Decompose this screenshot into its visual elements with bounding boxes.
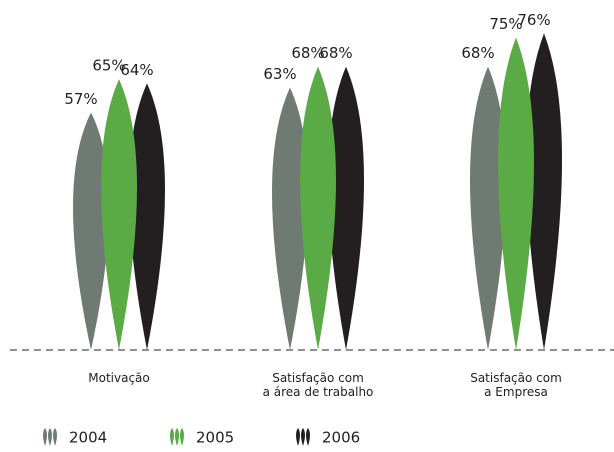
leaf-bar xyxy=(526,33,562,350)
legend-label: 2004 xyxy=(69,429,107,447)
leaf-bar xyxy=(300,66,336,351)
value-label: 68% xyxy=(319,44,352,62)
legend-icon xyxy=(306,428,310,446)
value-label: 76% xyxy=(517,11,550,29)
legend-label: 2005 xyxy=(196,429,234,447)
legend-icon xyxy=(53,428,57,446)
leaf-bar xyxy=(129,83,165,350)
category-label: Motivação xyxy=(88,371,150,385)
legend-icon xyxy=(48,428,52,446)
leaf-bar xyxy=(73,112,109,350)
category-label: Satisfação com a área de trabalho xyxy=(262,371,374,399)
leaf-bar xyxy=(328,66,364,351)
leaf-bar xyxy=(498,37,534,350)
value-label: 68% xyxy=(461,44,494,62)
value-label: 64% xyxy=(120,61,153,79)
leaf-bar xyxy=(272,87,308,350)
legend-icon xyxy=(301,428,305,446)
legend-icon xyxy=(43,428,47,446)
leaf-bar xyxy=(101,79,137,351)
category-label: Satisfação com a Empresa xyxy=(470,371,562,399)
legend-icon xyxy=(170,428,174,446)
value-label: 65% xyxy=(92,57,125,75)
legend-item: 2004 xyxy=(43,428,107,447)
value-label: 75% xyxy=(489,15,522,33)
value-label: 57% xyxy=(64,90,97,108)
legend-item: 2005 xyxy=(170,428,234,447)
legend-icon xyxy=(180,428,184,446)
legend-icon xyxy=(296,428,300,446)
leaf-bar xyxy=(470,66,506,351)
legend-item: 2006 xyxy=(296,428,360,447)
legend-label: 2006 xyxy=(322,429,360,447)
value-label: 63% xyxy=(263,65,296,83)
value-label: 68% xyxy=(291,44,324,62)
legend-icon xyxy=(175,428,179,446)
